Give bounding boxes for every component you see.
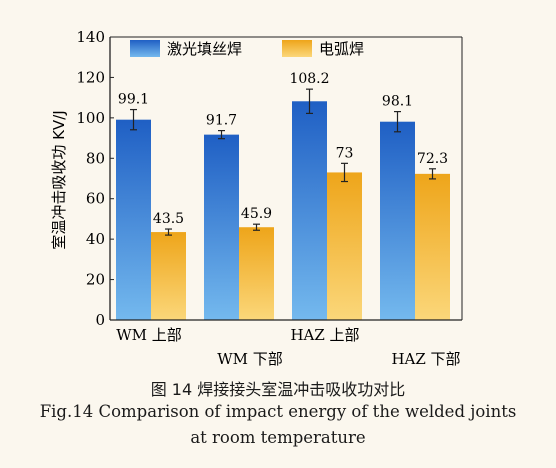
data-label: 108.2 [289,71,329,87]
data-label: 91.7 [206,113,237,129]
y-tick-label: 20 [86,271,105,289]
bar [292,101,327,320]
figure-caption-cn: 图 14 焊接接头室温冲击吸收功对比 [150,380,406,399]
y-tick-label: 80 [86,149,105,167]
legend-label-arc: 电弧焊 [319,40,364,58]
legend: 激光填丝焊 电弧焊 [130,40,364,58]
data-label: 43.5 [153,211,184,227]
legend-swatch-arc [282,40,312,57]
impact-energy-bar-chart: 99.1 91.7 108.2 98.1 43.5 45.9 73 72.3 0 20 40 60 80… [50,28,463,368]
y-tick-label: 40 [86,230,105,248]
figure-caption-en-line2: at room temperature [190,428,366,447]
legend-label-laser: 激光填丝焊 [167,40,242,58]
plot-area: 99.1 91.7 108.2 98.1 43.5 45.9 73 72.3 0 20 40 60 80… [76,28,463,368]
x-tick-label: HAZ 下部 [391,350,460,368]
y-tick-label: 60 [86,190,105,208]
data-label: 73 [336,145,354,161]
bar [116,119,151,321]
data-label: 72.3 [417,151,448,167]
y-tick-label: 100 [76,109,105,127]
bar [415,173,450,320]
x-tick-label: WM 下部 [217,350,283,368]
bar [239,227,274,320]
x-tick-label: HAZ 上部 [290,326,359,344]
figure-caption-en-line1: Fig.14 Comparison of impact energy of th… [39,402,517,421]
x-tick-label: WM 上部 [116,326,182,344]
data-label: 99.1 [118,92,149,108]
bar [204,134,239,320]
y-tick-label: 140 [76,28,105,46]
bar [380,121,415,320]
bar [327,172,362,320]
y-tick-label: 0 [95,311,105,329]
y-tick-label: 120 [76,68,105,86]
y-axis-label: 室温冲击吸收功 KV/J [50,110,68,249]
data-label: 98.1 [382,94,413,110]
bar [151,232,186,320]
legend-swatch-laser [130,40,160,57]
data-label: 45.9 [241,206,272,222]
